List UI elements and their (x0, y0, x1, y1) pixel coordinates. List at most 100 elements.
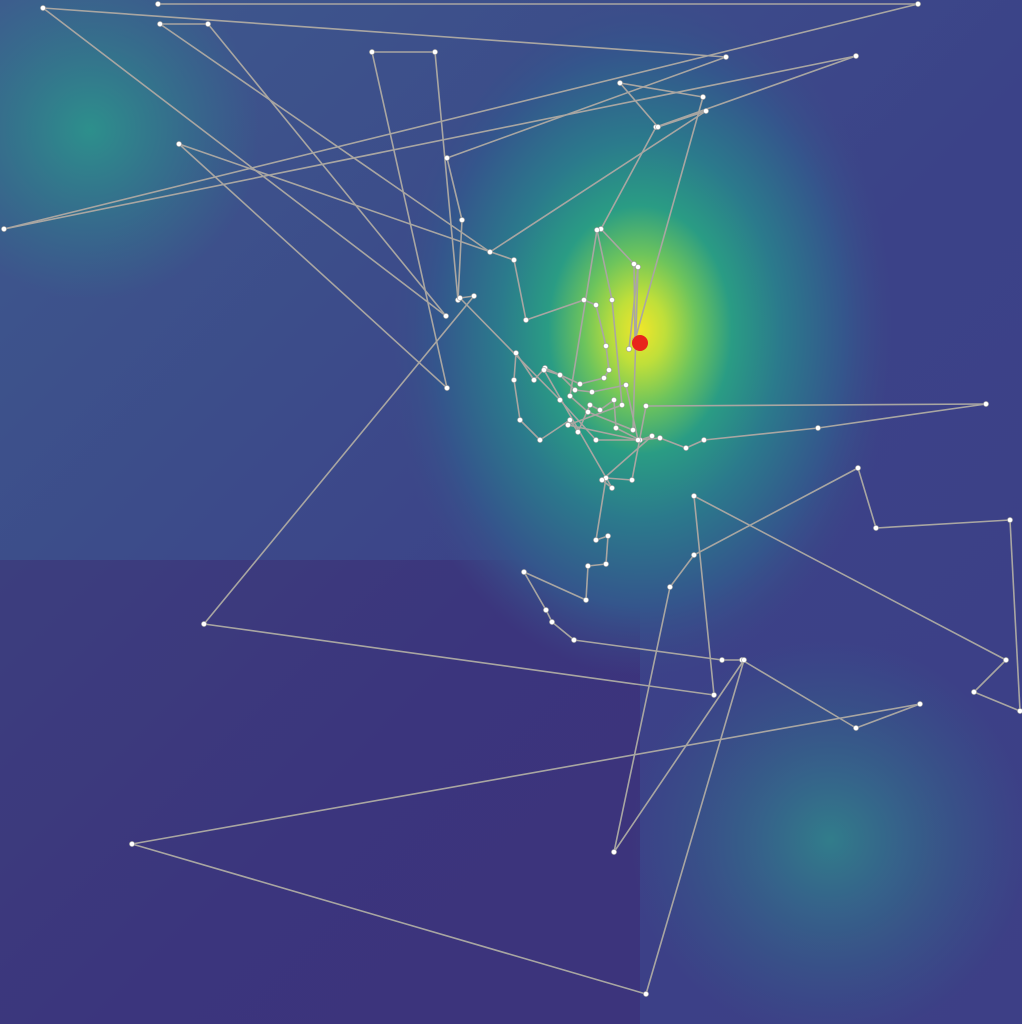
data-point (873, 525, 879, 531)
data-point (623, 382, 629, 388)
data-point (511, 377, 517, 383)
data-point (853, 725, 859, 731)
data-point (575, 429, 581, 435)
path-segment (1009, 519, 1021, 712)
data-point (657, 435, 663, 441)
path-segment (600, 228, 635, 265)
path-segment (539, 419, 571, 441)
path-segment (513, 259, 527, 321)
data-point (457, 295, 463, 301)
data-point (537, 437, 543, 443)
data-point (643, 991, 649, 997)
path-segment (131, 843, 647, 995)
path-segment (693, 495, 715, 696)
data-point (606, 367, 612, 373)
data-point (513, 350, 519, 356)
data-point (603, 343, 609, 349)
data-point (719, 657, 725, 663)
path-segment (655, 55, 857, 128)
data-point (617, 80, 623, 86)
data-point (543, 607, 549, 613)
path-segment (605, 535, 609, 565)
path-segment (703, 427, 819, 441)
data-point (593, 302, 599, 308)
data-point (917, 701, 923, 707)
data-point (432, 49, 438, 55)
path-segment (634, 96, 704, 341)
path-segment (203, 295, 475, 625)
data-point (1, 226, 7, 232)
path-segment (669, 554, 695, 588)
best-point-marker (632, 335, 648, 351)
path-segment (434, 51, 459, 301)
path-segment (559, 374, 576, 391)
path-segment (611, 299, 623, 406)
data-point (571, 637, 577, 643)
path-segment (625, 384, 639, 441)
path-segment (659, 437, 687, 449)
data-point (541, 367, 547, 373)
path-segment (569, 229, 598, 397)
data-point (1003, 657, 1009, 663)
path-segment (131, 703, 921, 845)
data-point (549, 619, 555, 625)
path-segment (525, 299, 585, 321)
data-point (635, 264, 641, 270)
data-point (601, 375, 607, 381)
data-point (667, 584, 673, 590)
path-segment (613, 659, 745, 853)
data-point (815, 425, 821, 431)
data-point (655, 124, 661, 130)
path-segment (631, 405, 647, 481)
data-point (589, 389, 595, 395)
data-point (599, 477, 605, 483)
path-segment (523, 571, 587, 601)
path-segment (741, 659, 857, 729)
data-point (585, 563, 591, 569)
path-segment (973, 659, 1007, 693)
data-point (129, 841, 135, 847)
path-segment (513, 352, 517, 381)
data-point (609, 297, 615, 303)
data-point (587, 402, 593, 408)
data-point (567, 417, 573, 423)
data-point (583, 597, 589, 603)
data-point (619, 402, 625, 408)
path-segment (3, 3, 919, 230)
path-segment (459, 297, 561, 401)
path-segment (587, 563, 607, 567)
data-point (511, 257, 517, 263)
data-point (703, 108, 709, 114)
data-point (700, 94, 706, 100)
path-segment (693, 467, 859, 556)
data-point (557, 372, 563, 378)
data-point (585, 409, 591, 415)
path-segment (446, 56, 727, 159)
data-point (613, 425, 619, 431)
data-point (487, 249, 493, 255)
data-point (459, 217, 465, 223)
data-point (597, 407, 603, 413)
path-segment (3, 55, 857, 230)
path-segment (595, 304, 607, 347)
data-point (593, 437, 599, 443)
path-segment (579, 377, 605, 385)
data-point (626, 346, 632, 352)
path-segment (855, 703, 921, 729)
data-point (205, 21, 211, 27)
data-point (444, 155, 450, 161)
path-segment (178, 143, 515, 261)
path-segment (693, 495, 1007, 661)
data-point (855, 465, 861, 471)
data-point (683, 445, 689, 451)
path-segment (446, 157, 463, 221)
data-point (629, 477, 635, 483)
path-segment (551, 621, 575, 641)
path-segment (657, 110, 707, 128)
data-point (605, 533, 611, 539)
path-segment (685, 439, 705, 449)
data-point (853, 53, 859, 59)
path-segment (601, 435, 653, 481)
